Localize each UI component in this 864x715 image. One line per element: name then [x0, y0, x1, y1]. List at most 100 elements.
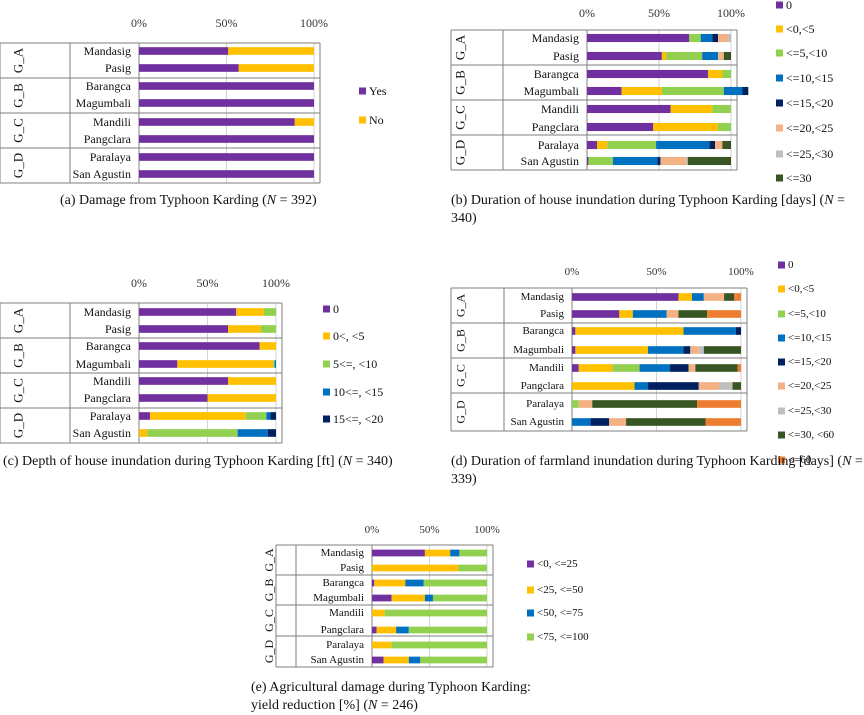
- bar-segment: [578, 400, 593, 408]
- village-label: Mandili: [93, 115, 132, 129]
- group-label: G_D: [11, 153, 26, 178]
- bar-segment: [688, 364, 696, 372]
- legend-swatch: [527, 633, 534, 641]
- bar-segment: [572, 382, 635, 390]
- bar-segment: [705, 418, 741, 426]
- bar-segment: [458, 564, 487, 572]
- bar-segment: [607, 140, 657, 150]
- village-label: Magumbali: [76, 96, 132, 110]
- bar-segment: [689, 33, 701, 43]
- bar-segment: [723, 86, 743, 96]
- bar-segment: [372, 641, 392, 649]
- group-label: G_A: [453, 34, 468, 60]
- village-label: Magumbali: [524, 84, 580, 98]
- legend-swatch: [778, 261, 785, 269]
- bar-segment: [391, 594, 425, 602]
- caption-b: (b) Duration of house inundation during …: [451, 192, 863, 228]
- bar-segment: [735, 327, 741, 335]
- village-label: Pangclara: [321, 624, 364, 636]
- legend-swatch: [778, 358, 785, 366]
- caption-b-pre: (b) Duration of house inundation during …: [451, 193, 825, 208]
- caption-c-post: = 340): [352, 454, 393, 469]
- village-label: Magumbali: [76, 357, 132, 371]
- bar-segment: [709, 140, 716, 150]
- group-label: G_C: [262, 609, 276, 632]
- chart-d: 0% 50% 100% G_A G_B G_C G_D Mandasig Pasig Barang…: [450, 259, 835, 466]
- bar-segment: [656, 140, 710, 150]
- bar-segment: [666, 51, 703, 61]
- legend-swatch: [778, 334, 785, 342]
- legend-label: <75, <=100: [537, 631, 589, 643]
- bar-segment: [139, 325, 229, 333]
- bar-segment: [572, 310, 620, 318]
- x-tick-label: 0%: [131, 276, 147, 290]
- bar-segment: [712, 104, 731, 114]
- bar-segment: [609, 418, 627, 426]
- x-tick-label: 50%: [648, 6, 670, 20]
- bar-segment: [139, 82, 314, 90]
- bar-segment: [147, 429, 238, 437]
- village-label: Pangclara: [84, 132, 132, 146]
- legend-swatch: [323, 415, 330, 423]
- bar-segment: [592, 400, 698, 408]
- legend-label: <=25,<30: [788, 405, 832, 417]
- bar-segment: [266, 412, 271, 420]
- bar-segment: [728, 33, 731, 43]
- group-label: G_B: [11, 83, 26, 108]
- legend-swatch: [776, 1, 783, 9]
- bar-segment: [372, 656, 384, 664]
- bar-segment: [228, 325, 261, 333]
- village-label: Paralaya: [90, 409, 132, 423]
- bar-segment: [374, 579, 406, 587]
- group-label: G_C: [11, 118, 26, 143]
- bar-segment: [648, 346, 684, 354]
- bar-segment: [575, 327, 684, 335]
- bar-segment: [450, 549, 460, 557]
- village-label: Magumbali: [313, 592, 364, 604]
- bar-segment: [228, 47, 314, 55]
- bar-segment: [661, 86, 724, 96]
- bar-segment: [587, 86, 622, 96]
- caption-c-pre: (c) Depth of house inundation during Typ…: [3, 454, 343, 469]
- legend-label: 0: [788, 259, 794, 271]
- village-label: Pasig: [553, 49, 579, 63]
- legend-swatch: [359, 87, 366, 95]
- village-label: Mandili: [529, 362, 564, 374]
- bar-segment: [724, 293, 735, 301]
- bar-segment: [384, 609, 487, 617]
- caption-e: (e) Agricultural damage during Typhoon K…: [251, 679, 541, 715]
- x-tick-label: 0%: [365, 524, 380, 536]
- bar-segment: [372, 594, 392, 602]
- village-label: Mandili: [541, 102, 580, 116]
- group-label: G_B: [11, 343, 26, 368]
- x-tick-label: 100%: [728, 266, 754, 278]
- bar-segment: [660, 156, 687, 166]
- legend-label: <=25,<30: [786, 147, 833, 161]
- group-label: G_A: [11, 307, 26, 333]
- caption-a: (a) Damage from Typhoon Karding (N = 392…: [60, 192, 350, 210]
- village-label: Mandasig: [84, 44, 131, 58]
- group-label: G_B: [262, 579, 276, 602]
- group-label: G_D: [262, 640, 276, 664]
- bar-segment: [139, 394, 208, 402]
- bar-segment: [139, 170, 314, 178]
- bar-segment: [408, 626, 487, 634]
- x-tick-label: 50%: [419, 524, 439, 536]
- village-label: Barangca: [86, 79, 132, 93]
- legend-swatch: [323, 388, 330, 396]
- bar-segment: [391, 641, 487, 649]
- bar-segment: [621, 86, 662, 96]
- village-label: Barangca: [86, 339, 132, 353]
- legend-swatch: [776, 49, 783, 57]
- legend-swatch: [778, 407, 785, 415]
- bar-segment: [666, 310, 679, 318]
- bar-segment: [245, 412, 267, 420]
- legend-label: Yes: [369, 84, 387, 98]
- bar-segment: [703, 346, 741, 354]
- village-label: Mandasig: [521, 291, 565, 303]
- bar-segment: [698, 382, 720, 390]
- legend-swatch: [778, 456, 785, 464]
- caption-d-n: N: [842, 454, 852, 469]
- group-label: G_B: [453, 70, 468, 95]
- bar-segment: [678, 293, 692, 301]
